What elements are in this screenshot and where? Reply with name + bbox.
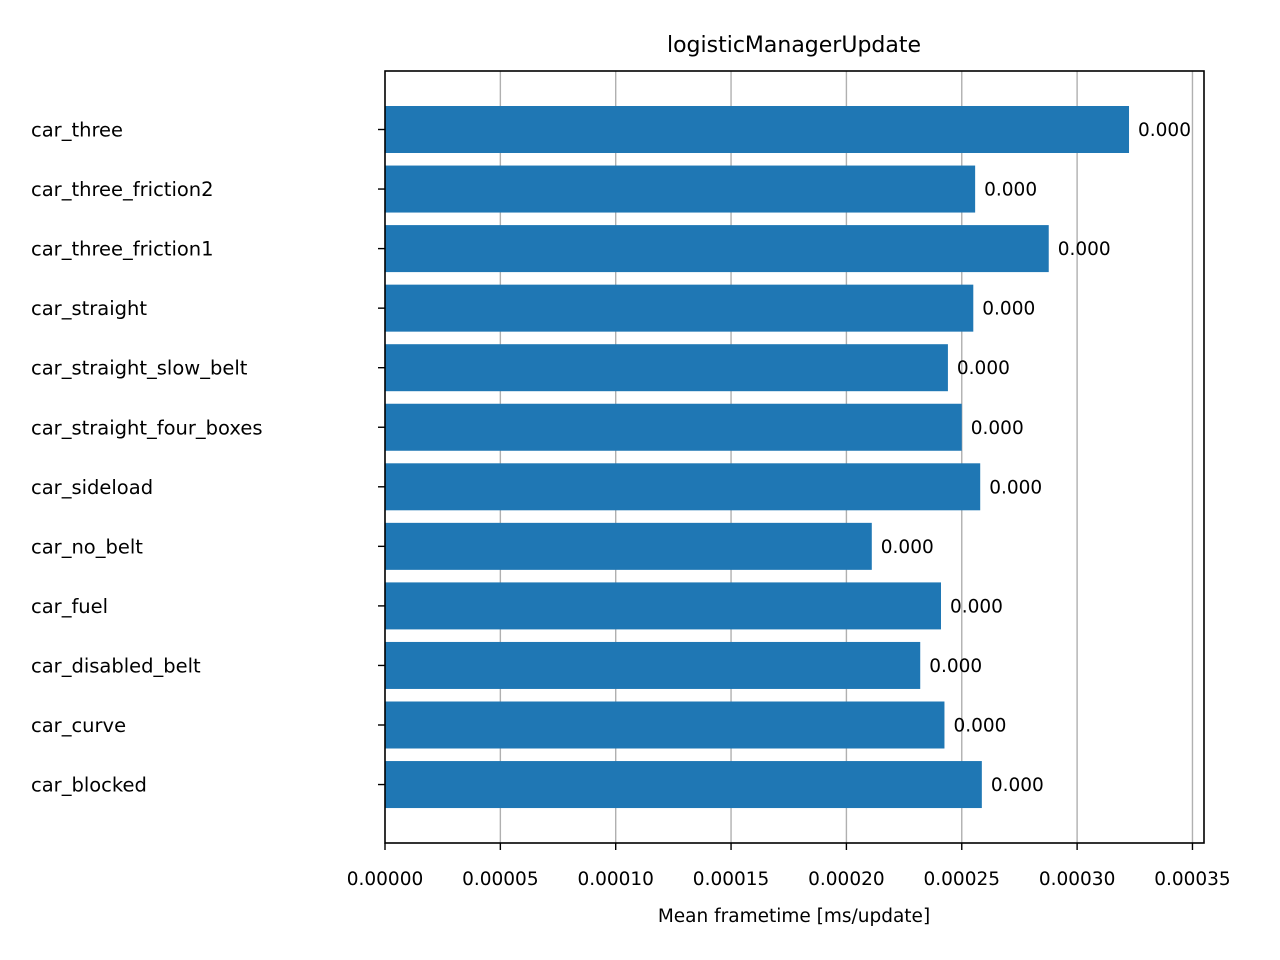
bar [385,701,945,749]
bar-data-label: 0.000 [953,716,1006,737]
bar [385,463,981,511]
y-tick-label: car_straight [31,297,147,320]
bar [385,403,962,451]
x-tick-label: 0.00010 [577,869,654,890]
bar [385,582,941,630]
y-axis-ticks: car_three car_three_friction2 car_three_fr… [31,119,385,797]
y-tick-label: car_no_belt [31,535,143,558]
y-tick-label: car_blocked [31,774,147,797]
y-tick-label: car_disabled_belt [31,654,201,677]
bar [385,225,1049,273]
bar-data-label: 0.000 [1058,239,1111,260]
bar-data-label: 0.000 [1138,120,1191,141]
x-tick-label: 0.00020 [808,869,885,890]
x-axis-ticks: 0.00000 0.00005 0.00010 0.00015 0.00020 0.000… [347,843,1231,890]
x-tick-label: 0.00015 [693,869,770,890]
chart-title: logisticManagerUpdate [667,33,921,58]
y-tick-label: car_sideload [31,476,153,499]
x-tick-label: 0.00005 [462,869,539,890]
bar-data-label: 0.000 [989,477,1042,498]
x-tick-label: 0.00025 [924,869,1001,890]
y-tick-label: car_three [31,119,123,142]
bar [385,344,948,392]
y-tick-label: car_three_friction2 [31,178,214,201]
bar-data-label: 0.000 [971,418,1024,439]
plot-frame [384,70,1205,844]
bar [385,284,974,332]
bar [385,165,976,213]
x-tick-label: 0.00030 [1039,869,1116,890]
bar [385,761,982,809]
y-tick-label: car_curve [31,714,126,737]
y-tick-label: car_straight_four_boxes [31,416,263,439]
bar [385,106,1130,153]
bar [385,641,921,689]
bar-data-label: 0.000 [984,180,1037,201]
y-tick-label: car_three_friction1 [31,238,214,261]
y-tick-label: car_fuel [31,595,108,618]
x-axis-label: Mean frametime [ms/update] [658,906,930,927]
x-tick-label: 0.00000 [347,869,424,890]
bars [385,106,1130,809]
y-tick-label: car_straight_slow_belt [31,357,248,380]
bar [385,522,872,570]
bar-data-label: 0.000 [881,537,934,558]
bar-data-label: 0.000 [982,299,1035,320]
bar-data-label: 0.000 [950,596,1003,617]
bar-data-label: 0.000 [991,775,1044,796]
bar-data-label: 0.000 [957,358,1010,379]
bar-data-label: 0.000 [929,656,982,677]
x-tick-label: 0.00035 [1154,869,1231,890]
bar-data-labels: 0.000 0.000 0.000 0.000 0.000 0.000 0.000 0.000… [881,120,1191,796]
